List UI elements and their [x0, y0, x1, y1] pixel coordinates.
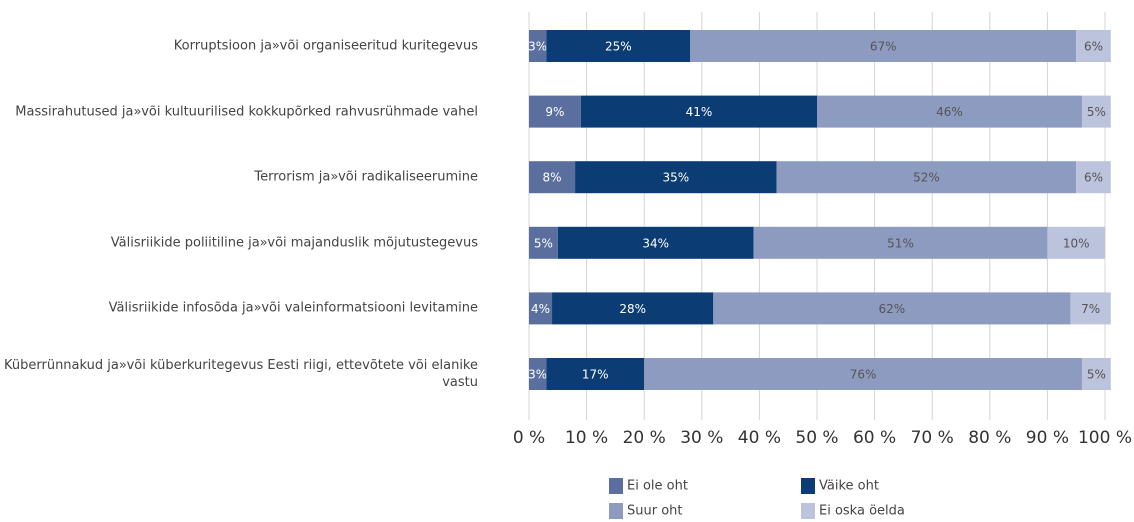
x-tick-label: 0 %: [513, 428, 545, 448]
data-label: 62%: [879, 302, 906, 316]
bar-segment: [557, 226, 754, 259]
category-label: Terrorism ja»või radikaliseerumine: [254, 169, 478, 185]
data-label: 5%: [1087, 105, 1106, 119]
bar-segment: [575, 161, 777, 194]
bar-segment: [776, 161, 1077, 194]
data-label: 34%: [642, 236, 669, 250]
legend-label: Ei oska öelda: [819, 504, 905, 519]
bar-segment: [753, 226, 1048, 259]
bar-segment: [529, 161, 576, 194]
data-label: 52%: [913, 171, 940, 185]
data-label: 3%: [528, 40, 547, 54]
x-tick-label: 40 %: [738, 428, 781, 448]
data-label: 41%: [686, 105, 713, 119]
bar-segment: [529, 292, 553, 325]
x-tick-label: 10 %: [565, 428, 608, 448]
bar-segment: [529, 226, 558, 259]
category-label: Välisriikide infosõda ja»või valeinforma…: [108, 300, 478, 316]
bar-segment: [1070, 292, 1111, 325]
x-tick-label: 70 %: [911, 428, 954, 448]
x-tick-label: 60 %: [853, 428, 896, 448]
x-tick-label: 100 %: [1078, 428, 1132, 448]
bar-segment: [1076, 30, 1111, 62]
bar-segment: [1081, 95, 1111, 128]
bar-segment: [529, 95, 581, 128]
data-label: 5%: [1087, 368, 1106, 382]
bar-segment: [1047, 226, 1105, 259]
bar-segment: [817, 95, 1082, 128]
bar-segment: [546, 358, 645, 390]
data-label: 10%: [1063, 236, 1090, 250]
bar-segment: [546, 30, 691, 62]
data-label: 6%: [1084, 171, 1103, 185]
data-label: 4%: [531, 302, 550, 316]
bar-segment: [529, 30, 547, 62]
legend-swatch: [801, 478, 815, 494]
x-tick-label: 30 %: [680, 428, 723, 448]
data-label: 28%: [619, 302, 646, 316]
bar-segment: [552, 292, 714, 325]
legend-label: Väike oht: [819, 479, 879, 494]
data-label: 7%: [1081, 302, 1100, 316]
legend-swatch: [609, 478, 623, 494]
bar-segment: [1081, 358, 1111, 390]
data-label: 6%: [1084, 40, 1103, 54]
bar-segment: [529, 358, 547, 390]
x-tick-label: 20 %: [623, 428, 666, 448]
category-label: Massirahutused ja»või kultuurilised kokk…: [15, 104, 478, 120]
x-tick-label: 80 %: [968, 428, 1011, 448]
data-label: 9%: [545, 105, 564, 119]
bar-segment: [713, 292, 1071, 325]
data-label: 5%: [534, 236, 553, 250]
data-label: 51%: [887, 236, 914, 250]
category-label: Küberrünnakud ja»või küberkuritegevus Ee…: [4, 358, 478, 390]
x-tick-label: 90 %: [1026, 428, 1069, 448]
category-label: Välisriikide poliitiline ja»või majandus…: [110, 235, 478, 251]
data-label: 17%: [582, 368, 609, 382]
legend-swatch: [609, 503, 623, 519]
data-label: 76%: [850, 368, 877, 382]
x-tick-label: 50 %: [795, 428, 838, 448]
data-label: 67%: [870, 40, 897, 54]
bar-segment: [690, 30, 1077, 62]
bar-segment: [644, 358, 1082, 390]
bar-segment: [1076, 161, 1111, 194]
data-label: 46%: [936, 105, 963, 119]
data-label: 35%: [663, 171, 690, 185]
legend-swatch: [801, 503, 815, 519]
bar-segment: [580, 95, 817, 128]
legend-label: Ei ole oht: [627, 479, 688, 494]
data-label: 8%: [543, 171, 562, 185]
data-label: 3%: [528, 368, 547, 382]
data-label: 25%: [605, 40, 632, 54]
category-label: Korruptsioon ja»või organiseeritud kurit…: [173, 38, 478, 54]
legend-label: Suur oht: [627, 504, 683, 519]
